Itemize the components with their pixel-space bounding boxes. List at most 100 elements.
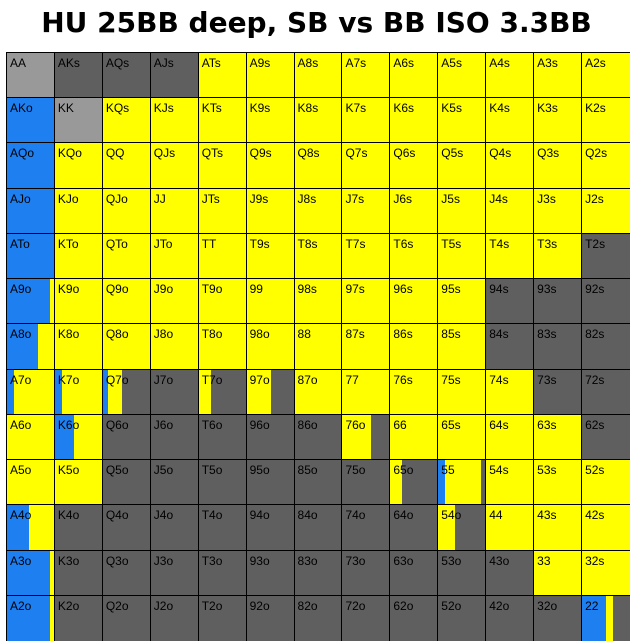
action-fold-fill: [481, 460, 487, 506]
hand-cell: J3s: [533, 187, 583, 234]
action-fold-fill: [54, 595, 103, 641]
hand-cell: 93s: [533, 278, 583, 325]
hand-label: J8o: [153, 327, 174, 342]
hand-cell: 75s: [437, 368, 487, 415]
action-fold-fill: [294, 460, 343, 506]
hand-cell: Q4s: [485, 142, 535, 189]
hand-label: 43s: [537, 508, 557, 523]
action-raise-fill: [438, 53, 487, 99]
action-raise-fill: [198, 143, 247, 189]
action-raise-fill: [486, 233, 535, 280]
action-fold-fill: [198, 550, 247, 596]
hand-label: 75o: [345, 463, 366, 478]
action-raise-fill: [390, 98, 439, 144]
action-fold-fill: [342, 505, 391, 551]
action-fold-fill: [150, 53, 199, 99]
hand-cell: K4o: [53, 504, 103, 551]
hand-cell: 62o: [389, 594, 439, 641]
action-jam-fill: [7, 324, 39, 370]
action-raise-fill: [150, 233, 199, 280]
action-raise-fill: [390, 143, 439, 189]
action-fold-fill: [246, 460, 295, 506]
action-fold-fill: [102, 550, 151, 596]
action-fold-fill: [582, 233, 630, 280]
hand-label: A2s: [585, 56, 606, 70]
hand-cell: A9o: [6, 278, 55, 325]
action-raise-fill: [390, 414, 439, 461]
hand-cell: JTo: [149, 232, 199, 280]
hand-label: 86o: [297, 417, 318, 432]
action-pair_limp-fill: [54, 98, 103, 144]
hand-cell: J7o: [149, 368, 199, 415]
action-raise-fill: [102, 279, 151, 325]
action-raise-fill: [294, 369, 343, 415]
hand-label: KQs: [105, 101, 130, 116]
action-fold-fill: [342, 550, 391, 596]
hand-label: 98o: [249, 327, 270, 342]
action-raise-fill: [7, 460, 55, 506]
hand-label: Q4o: [105, 508, 129, 523]
hand-label: 87o: [297, 372, 318, 387]
hand-cell: A6s: [389, 52, 439, 99]
action-raise-fill: [294, 233, 343, 280]
action-raise-fill: [62, 369, 103, 415]
hand-cell: A2s: [581, 52, 630, 99]
hand-cell: 32s: [581, 549, 630, 596]
hand-cell: K9s: [245, 97, 295, 144]
action-raise-fill: [390, 233, 439, 280]
hand-cell: K7o: [53, 368, 103, 415]
hand-label: J3s: [537, 191, 556, 206]
hand-cell: AQs: [101, 52, 151, 99]
hand-label: 84s: [489, 327, 509, 342]
action-raise-fill: [102, 143, 151, 189]
hand-label: Q8o: [105, 327, 129, 342]
hand-cell: 83o: [293, 549, 343, 596]
hand-label: K3s: [537, 101, 558, 116]
hand-label: 85s: [441, 327, 461, 342]
hand-label: A3o: [10, 553, 32, 568]
action-fold-fill: [294, 550, 343, 596]
hand-cell: T4o: [197, 504, 247, 551]
action-raise-fill: [486, 53, 535, 99]
action-raise-fill: [438, 98, 487, 144]
hand-cell: 94s: [485, 278, 535, 325]
hand-cell: 74o: [341, 504, 391, 551]
hand-label: 99: [249, 282, 263, 297]
hand-label: T8o: [201, 327, 223, 342]
action-raise-fill: [14, 369, 55, 415]
hand-label: QJo: [105, 191, 128, 206]
hand-label: K6s: [393, 101, 415, 116]
hand-label: A5o: [10, 463, 32, 478]
action-raise-fill: [486, 98, 535, 144]
action-raise-fill: [486, 188, 535, 234]
hand-cell: 99: [245, 278, 295, 325]
hand-cell: 54s: [485, 459, 535, 506]
hand-cell: J9o: [149, 278, 199, 325]
action-fold-fill: [102, 414, 151, 461]
hand-cell: JTs: [197, 187, 247, 234]
action-raise-fill: [534, 188, 583, 234]
hand-label: 44: [489, 508, 503, 523]
hand-label: 92s: [585, 282, 605, 297]
action-fold-fill: [438, 595, 487, 641]
action-raise-fill: [534, 98, 583, 144]
action-jam-fill: [7, 233, 55, 280]
hand-cell: T3o: [197, 549, 247, 596]
hand-cell: 42s: [581, 504, 630, 551]
hand-cell: Q8o: [101, 323, 151, 370]
hand-label: 54s: [489, 463, 509, 478]
action-raise-fill: [246, 188, 295, 234]
action-raise-fill: [438, 505, 456, 551]
hand-label: 83o: [297, 553, 318, 568]
action-raise-fill: [534, 460, 583, 506]
action-fold-fill: [582, 369, 630, 415]
hand-cell: A9s: [245, 52, 295, 99]
hand-cell: 33: [533, 549, 583, 596]
hand-cell: 76s: [389, 368, 439, 415]
action-raise-fill: [294, 324, 343, 370]
hand-label: 82s: [585, 327, 605, 342]
action-raise-fill: [582, 98, 630, 144]
action-fold-fill: [294, 595, 343, 641]
hand-cell: A2o: [6, 594, 55, 641]
hand-label: 93o: [249, 553, 270, 568]
